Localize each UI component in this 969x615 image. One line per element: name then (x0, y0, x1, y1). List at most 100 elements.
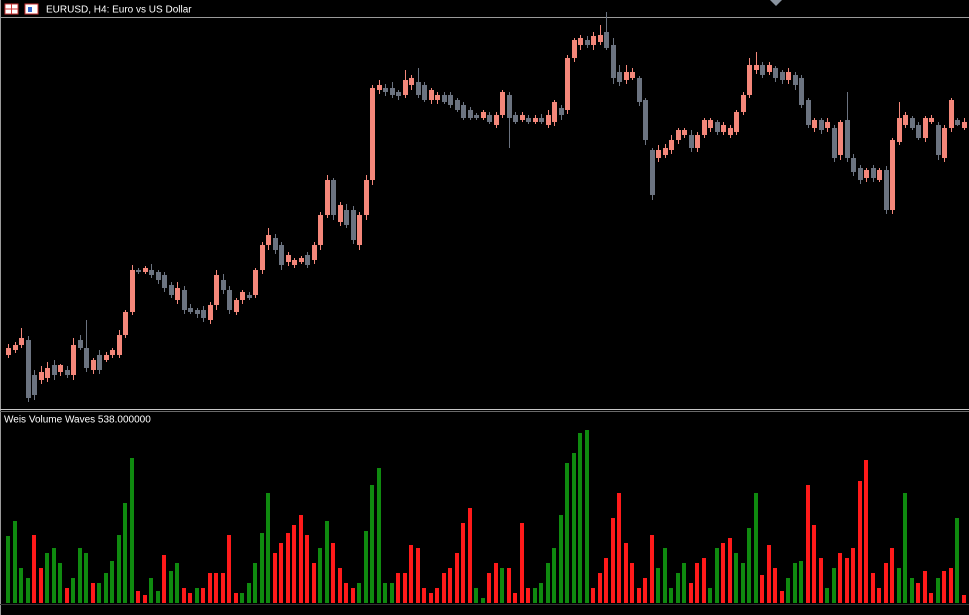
volume-bar (260, 533, 264, 603)
volume-bar (91, 583, 95, 603)
volume-bar (539, 583, 543, 603)
candle-body (416, 82, 421, 95)
candle-body (572, 40, 577, 58)
volume-bar (871, 573, 875, 603)
indicator-title: Weis Volume Waves 538.000000 (4, 415, 151, 426)
volume-bar (819, 558, 823, 603)
candle-body (539, 118, 544, 122)
candle-body (910, 118, 915, 128)
candle-body (793, 75, 798, 85)
volume-bar (962, 595, 966, 603)
candle-body (890, 140, 895, 210)
chart-icons (4, 3, 39, 15)
volume-bar (741, 563, 745, 603)
volume-bar (884, 563, 888, 603)
volume-bar (318, 548, 322, 603)
volume-bar (637, 588, 641, 603)
candle-body (877, 170, 882, 180)
candle-body (390, 88, 395, 95)
candle-body (507, 95, 512, 118)
candle-body (312, 245, 317, 260)
volume-bar (429, 593, 433, 603)
volume-bar (253, 563, 257, 603)
volume-bar (604, 558, 608, 603)
candle-body (208, 305, 213, 320)
candle-body (45, 368, 50, 378)
volume-bar (65, 588, 69, 603)
volume-bar (364, 531, 368, 603)
candle-body (643, 100, 648, 140)
volume-bar (461, 523, 465, 603)
volume-bar (305, 535, 309, 603)
candle-body (825, 122, 830, 128)
candle-body (71, 345, 76, 375)
candle-body (838, 122, 843, 155)
candle-body (39, 372, 44, 380)
volume-bar (526, 588, 530, 603)
candle-body (871, 168, 876, 178)
candle-body (897, 118, 902, 142)
candle-body (942, 128, 947, 158)
volume-bar (234, 593, 238, 603)
candle-body (884, 170, 889, 210)
volume-bar (949, 568, 953, 603)
volume-bar (617, 493, 621, 603)
volume-bar (656, 568, 660, 603)
volume-bar (474, 588, 478, 603)
candle-body (773, 68, 778, 78)
volume-bar (793, 563, 797, 603)
volume-bar (643, 578, 647, 603)
volume-bar (448, 568, 452, 603)
volume-bar (663, 548, 667, 603)
candle-body (299, 258, 304, 262)
candle-body (110, 350, 115, 355)
volume-bar (715, 548, 719, 603)
volume-bar (39, 568, 43, 603)
volume-bar (416, 548, 420, 603)
candle-body (760, 65, 765, 75)
candle-body (370, 88, 375, 180)
chart-title: EURUSD, H4: Euro vs US Dollar (46, 5, 192, 16)
candle-body (13, 345, 18, 350)
volume-bar (396, 573, 400, 603)
candle-body (136, 270, 141, 272)
candle-body (578, 38, 583, 45)
volume-bar (143, 595, 147, 603)
candle-body (650, 150, 655, 195)
volume-bar (721, 543, 725, 603)
volume-bar (754, 493, 758, 603)
volume-bar (136, 591, 140, 603)
candle-body (175, 288, 180, 300)
volume-bar (162, 555, 166, 603)
candle-body (611, 45, 616, 78)
volume-bar (156, 591, 160, 603)
candle-body (455, 100, 460, 110)
candle-body (130, 270, 135, 312)
candle-body (767, 65, 772, 72)
candle-body (715, 122, 720, 132)
candle-body (734, 112, 739, 132)
candle-body (955, 120, 960, 125)
volume-bar (936, 578, 940, 603)
volume-bar (897, 568, 901, 603)
candle-body (832, 128, 837, 158)
volume-bar (13, 521, 17, 603)
candle-body (409, 78, 414, 85)
volume-bar (838, 553, 842, 603)
volume-bar (422, 588, 426, 603)
volume-bar (403, 573, 407, 603)
volume-bar (929, 593, 933, 603)
candle-body (26, 340, 31, 398)
volume-bar (682, 563, 686, 603)
volume-bar (188, 593, 192, 603)
candle-body (78, 340, 83, 348)
candle-body (117, 335, 122, 355)
volume-bar (117, 535, 121, 603)
volume-bar (669, 588, 673, 603)
volume-bar (201, 588, 205, 603)
candle-body (689, 135, 694, 148)
volume-bar (500, 568, 504, 603)
volume-bar (84, 553, 88, 603)
volume-bar (942, 571, 946, 603)
